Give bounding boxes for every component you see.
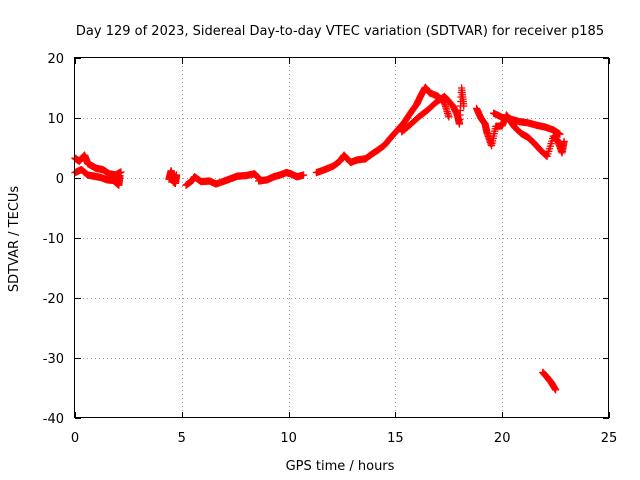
y-tick-label: -40 [43, 412, 64, 427]
y-axis-label: SDTVAR / TECUs [7, 186, 22, 293]
data-point [460, 102, 468, 110]
data-point [556, 130, 564, 138]
plot-frame [74, 57, 609, 418]
series-arc-2 [165, 167, 181, 188]
y-tick-label: -30 [43, 352, 64, 367]
series-arc-3 [182, 170, 263, 189]
data-point [445, 113, 453, 121]
series-arc-5-lower [398, 84, 468, 136]
y-tick-label: -20 [43, 292, 64, 307]
x-tick-label: 10 [280, 431, 297, 446]
data-point [116, 171, 124, 180]
x-tick-label: 5 [178, 431, 186, 446]
tick-labels: 0 5 10 15 20 25 -40 -30 -20 -10 0 10 20 [43, 52, 618, 446]
series-arc-4 [255, 168, 308, 185]
data-point [117, 168, 125, 176]
grid-lines [75, 58, 609, 418]
data-point [560, 137, 568, 146]
data-point [299, 171, 308, 179]
x-tick-label: 15 [387, 431, 404, 446]
series-outlier-arc [539, 368, 560, 394]
y-tick-label: 10 [47, 112, 64, 127]
x-axis-label: GPS time / hours [286, 459, 395, 474]
data-point [551, 386, 560, 394]
y-tick-label: -10 [43, 232, 64, 247]
x-tick-label: 25 [601, 431, 618, 446]
series-arc-5 [312, 83, 453, 177]
data-point [172, 171, 181, 179]
axis-ticks [75, 58, 610, 419]
x-tick-label: 0 [71, 431, 79, 446]
chart-title: Day 129 of 2023, Sidereal Day-to-day VTE… [76, 24, 604, 39]
x-tick-label: 20 [494, 431, 511, 446]
y-tick-label: 0 [56, 172, 64, 187]
series-upper-arc-1 [71, 151, 125, 179]
y-tick-label: 20 [47, 52, 64, 67]
series-lower-arc-1 [71, 165, 124, 189]
series-arc-6-upper [490, 109, 564, 138]
data-points [71, 83, 568, 394]
